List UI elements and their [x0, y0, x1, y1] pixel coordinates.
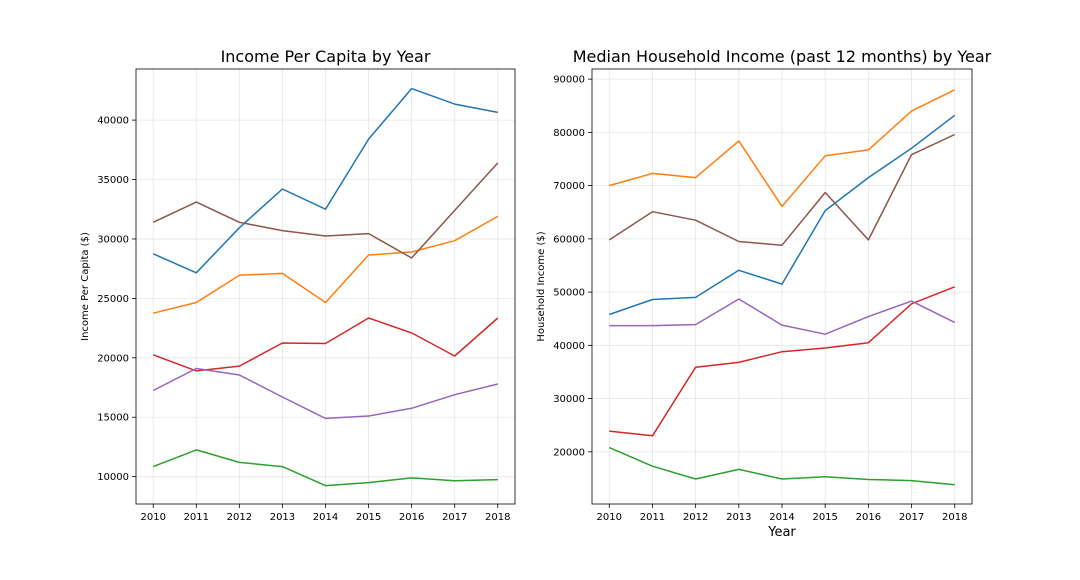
y-tick-label: 80000 — [553, 128, 585, 139]
x-tick-label: 2016 — [856, 512, 881, 523]
x-tick-label: 2011 — [184, 512, 209, 523]
series-group — [608, 89, 956, 486]
series-line-5 — [152, 367, 498, 420]
x-tick-label: 2010 — [597, 512, 622, 523]
y-tick-label: 60000 — [553, 234, 585, 245]
grid — [592, 69, 972, 504]
y-tick-label: 30000 — [553, 394, 585, 405]
y-axis: 10000 15000 20000 25000 30000 35000 40000 — [97, 116, 136, 483]
y-tick-label: 20000 — [553, 447, 585, 458]
chart-median-household-income: 2010 2011 2012 2013 2014 2015 2016 2017 2018 2000… — [536, 47, 992, 540]
x-tick-label: 2013 — [270, 512, 295, 523]
y-axis-label: Household Income ($) — [536, 231, 547, 341]
x-tick-label: 2015 — [356, 512, 381, 523]
series-line-4 — [152, 317, 499, 372]
x-tick-label: 2018 — [942, 512, 967, 523]
y-tick-label: 10000 — [97, 472, 129, 483]
x-tick-label: 2010 — [141, 512, 166, 523]
x-axis: 2010 2011 2012 2013 2014 2015 2016 2017 2018 — [597, 504, 967, 523]
series-line-3 — [152, 449, 498, 487]
series-line-1 — [609, 114, 956, 316]
series-line-6 — [152, 162, 499, 259]
x-tick-label: 2016 — [399, 512, 424, 523]
x-tick-label: 2014 — [769, 512, 794, 523]
x-axis: 2010 2011 2012 2013 2014 2015 2016 2017 2018 — [141, 504, 510, 523]
y-tick-label: 25000 — [97, 294, 129, 305]
y-tick-label: 30000 — [97, 234, 129, 245]
x-axis-label: Year — [767, 525, 796, 540]
series-line-1 — [152, 87, 498, 274]
x-tick-label: 2011 — [640, 512, 665, 523]
series-line-6 — [608, 133, 956, 246]
chart-title-income-per-capita: Income Per Capita by Year — [221, 47, 431, 66]
x-tick-label: 2018 — [485, 512, 510, 523]
y-tick-label: 40000 — [97, 116, 129, 127]
series-line-5 — [609, 298, 956, 335]
x-tick-label: 2012 — [227, 512, 252, 523]
grid — [136, 69, 515, 504]
y-tick-label: 35000 — [97, 175, 129, 186]
x-tick-label: 2014 — [313, 512, 338, 523]
chart-title-median-household-income: Median Household Income (past 12 months)… — [573, 47, 992, 66]
y-tick-label: 70000 — [553, 181, 585, 192]
x-tick-label: 2012 — [683, 512, 708, 523]
y-tick-label: 40000 — [553, 341, 585, 352]
series-line-2 — [609, 89, 956, 208]
y-tick-label: 20000 — [97, 353, 129, 364]
x-tick-label: 2017 — [899, 512, 924, 523]
series-group — [152, 87, 499, 487]
series-line-4 — [609, 286, 955, 437]
y-tick-label: 90000 — [553, 75, 585, 86]
chart-income-per-capita: 2010 2011 2012 2013 2014 2015 2016 2017 2018 1000… — [80, 47, 516, 523]
series-line-3 — [609, 446, 955, 486]
series-line-2 — [153, 215, 499, 314]
y-axis-label: Income Per Capita ($) — [80, 232, 91, 341]
x-tick-label: 2015 — [812, 512, 837, 523]
y-axis: 20000 30000 40000 50000 60000 70000 80000 90000 — [553, 75, 592, 458]
y-tick-label: 50000 — [553, 288, 585, 299]
x-tick-label: 2013 — [726, 512, 751, 523]
x-tick-label: 2017 — [442, 512, 467, 523]
y-tick-label: 15000 — [97, 413, 129, 424]
